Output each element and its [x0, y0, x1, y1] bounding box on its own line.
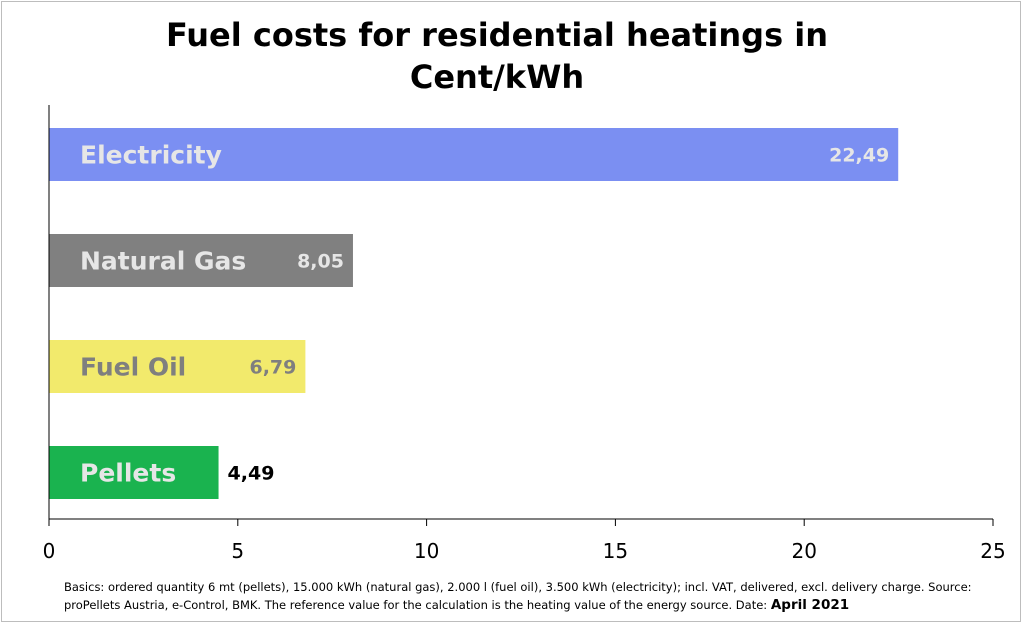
- bar-natural-gas: [49, 234, 353, 287]
- footnote-text: Basics: ordered quantity 6 mt (pellets),…: [64, 580, 972, 612]
- category-label-pellets: Pellets: [80, 459, 176, 488]
- category-label-electricity: Electricity: [80, 141, 222, 170]
- x-tick-label-0: 0: [43, 539, 56, 563]
- value-label-pellets: 4,49: [228, 463, 275, 485]
- value-label-electricity: 22,49: [829, 145, 889, 167]
- chart-title: Fuel costs for residential heatings in C…: [0, 14, 994, 98]
- footnote-date: April 2021: [770, 597, 850, 613]
- category-label-fuel-oil: Fuel Oil: [80, 353, 186, 382]
- bar-electricity: [49, 128, 899, 181]
- value-label-fuel-oil: 6,79: [249, 357, 296, 379]
- value-label-natural-gas: 8,05: [297, 251, 344, 273]
- bars-layer: Electricity 22,49 Natural Gas 8,05 Fuel Oil 6…: [49, 128, 899, 499]
- bar-fuel-oil: [49, 340, 306, 393]
- footnote: Basics: ordered quantity 6 mt (pellets),…: [64, 578, 984, 614]
- axes-layer: 0 5 10 15 20 25: [43, 105, 1006, 563]
- bar-pellets: [49, 446, 219, 499]
- x-tick-label-5: 5: [231, 539, 244, 563]
- category-label-natural-gas: Natural Gas: [80, 247, 246, 276]
- chart-title-line-1: Fuel costs for residential heatings in: [166, 16, 828, 54]
- x-tick-label-20: 20: [791, 539, 816, 563]
- x-tick-label-10: 10: [414, 539, 439, 563]
- chart-title-line-2: Cent/kWh: [409, 58, 585, 96]
- x-tick-label-25: 25: [980, 539, 1005, 563]
- x-tick-label-15: 15: [603, 539, 628, 563]
